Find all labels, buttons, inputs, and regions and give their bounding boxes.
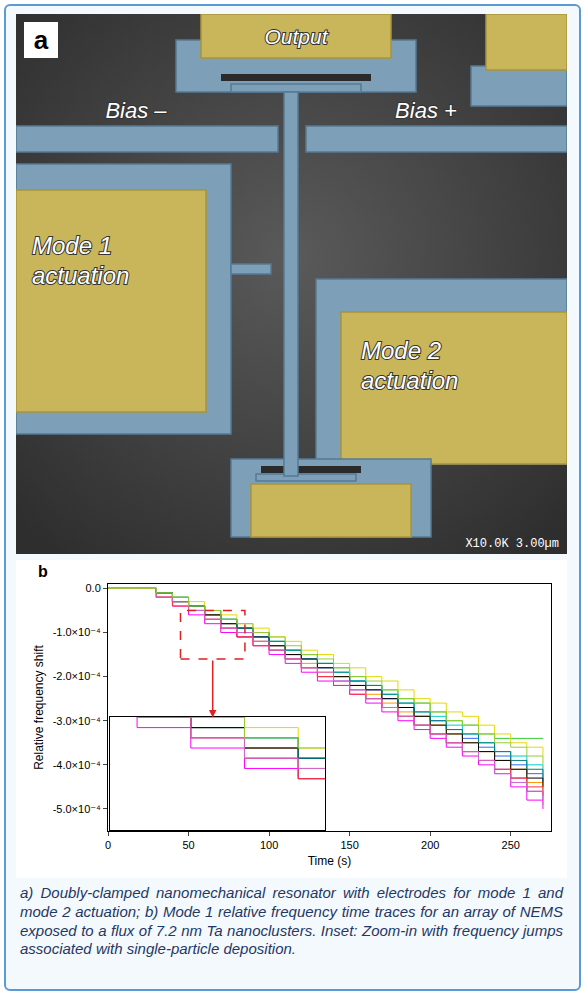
svg-text:Mode 1: Mode 1 bbox=[32, 232, 112, 259]
svg-text:Output: Output bbox=[264, 25, 328, 48]
svg-text:Mode 2: Mode 2 bbox=[361, 337, 441, 364]
svg-text:200: 200 bbox=[421, 839, 439, 851]
svg-text:Bias +: Bias + bbox=[395, 98, 457, 123]
svg-text:actuation: actuation bbox=[361, 367, 458, 394]
svg-text:actuation: actuation bbox=[32, 262, 129, 289]
svg-text:-2.0×10⁻⁴: -2.0×10⁻⁴ bbox=[53, 670, 101, 682]
svg-text:b: b bbox=[38, 563, 48, 580]
svg-text:Time (s): Time (s) bbox=[308, 854, 352, 868]
html-text:a) Doubly-clamped nanomechanic: a) Doubly-clamped nanomechanical resonat… bbox=[20, 884, 563, 958]
svg-text:50: 50 bbox=[182, 839, 194, 851]
svg-text:-1.0×10⁻⁴: -1.0×10⁻⁴ bbox=[53, 626, 101, 638]
svg-text:Relative frequency shift: Relative frequency shift bbox=[32, 644, 46, 769]
svg-text:-5.0×10⁻⁴: -5.0×10⁻⁴ bbox=[53, 803, 101, 815]
svg-text:100: 100 bbox=[260, 839, 278, 851]
svg-text:150: 150 bbox=[340, 839, 358, 851]
svg-text:0: 0 bbox=[105, 839, 111, 851]
svg-text:a: a bbox=[34, 25, 49, 55]
svg-text:250: 250 bbox=[502, 839, 520, 851]
svg-text:-4.0×10⁻⁴: -4.0×10⁻⁴ bbox=[53, 759, 101, 771]
svg-text:X10.0K 3.00µm: X10.0K 3.00µm bbox=[465, 537, 559, 551]
svg-text:0.0: 0.0 bbox=[86, 582, 101, 594]
svg-text:Bias –: Bias – bbox=[105, 98, 167, 123]
svg-text:-3.0×10⁻⁴: -3.0×10⁻⁴ bbox=[53, 715, 101, 727]
